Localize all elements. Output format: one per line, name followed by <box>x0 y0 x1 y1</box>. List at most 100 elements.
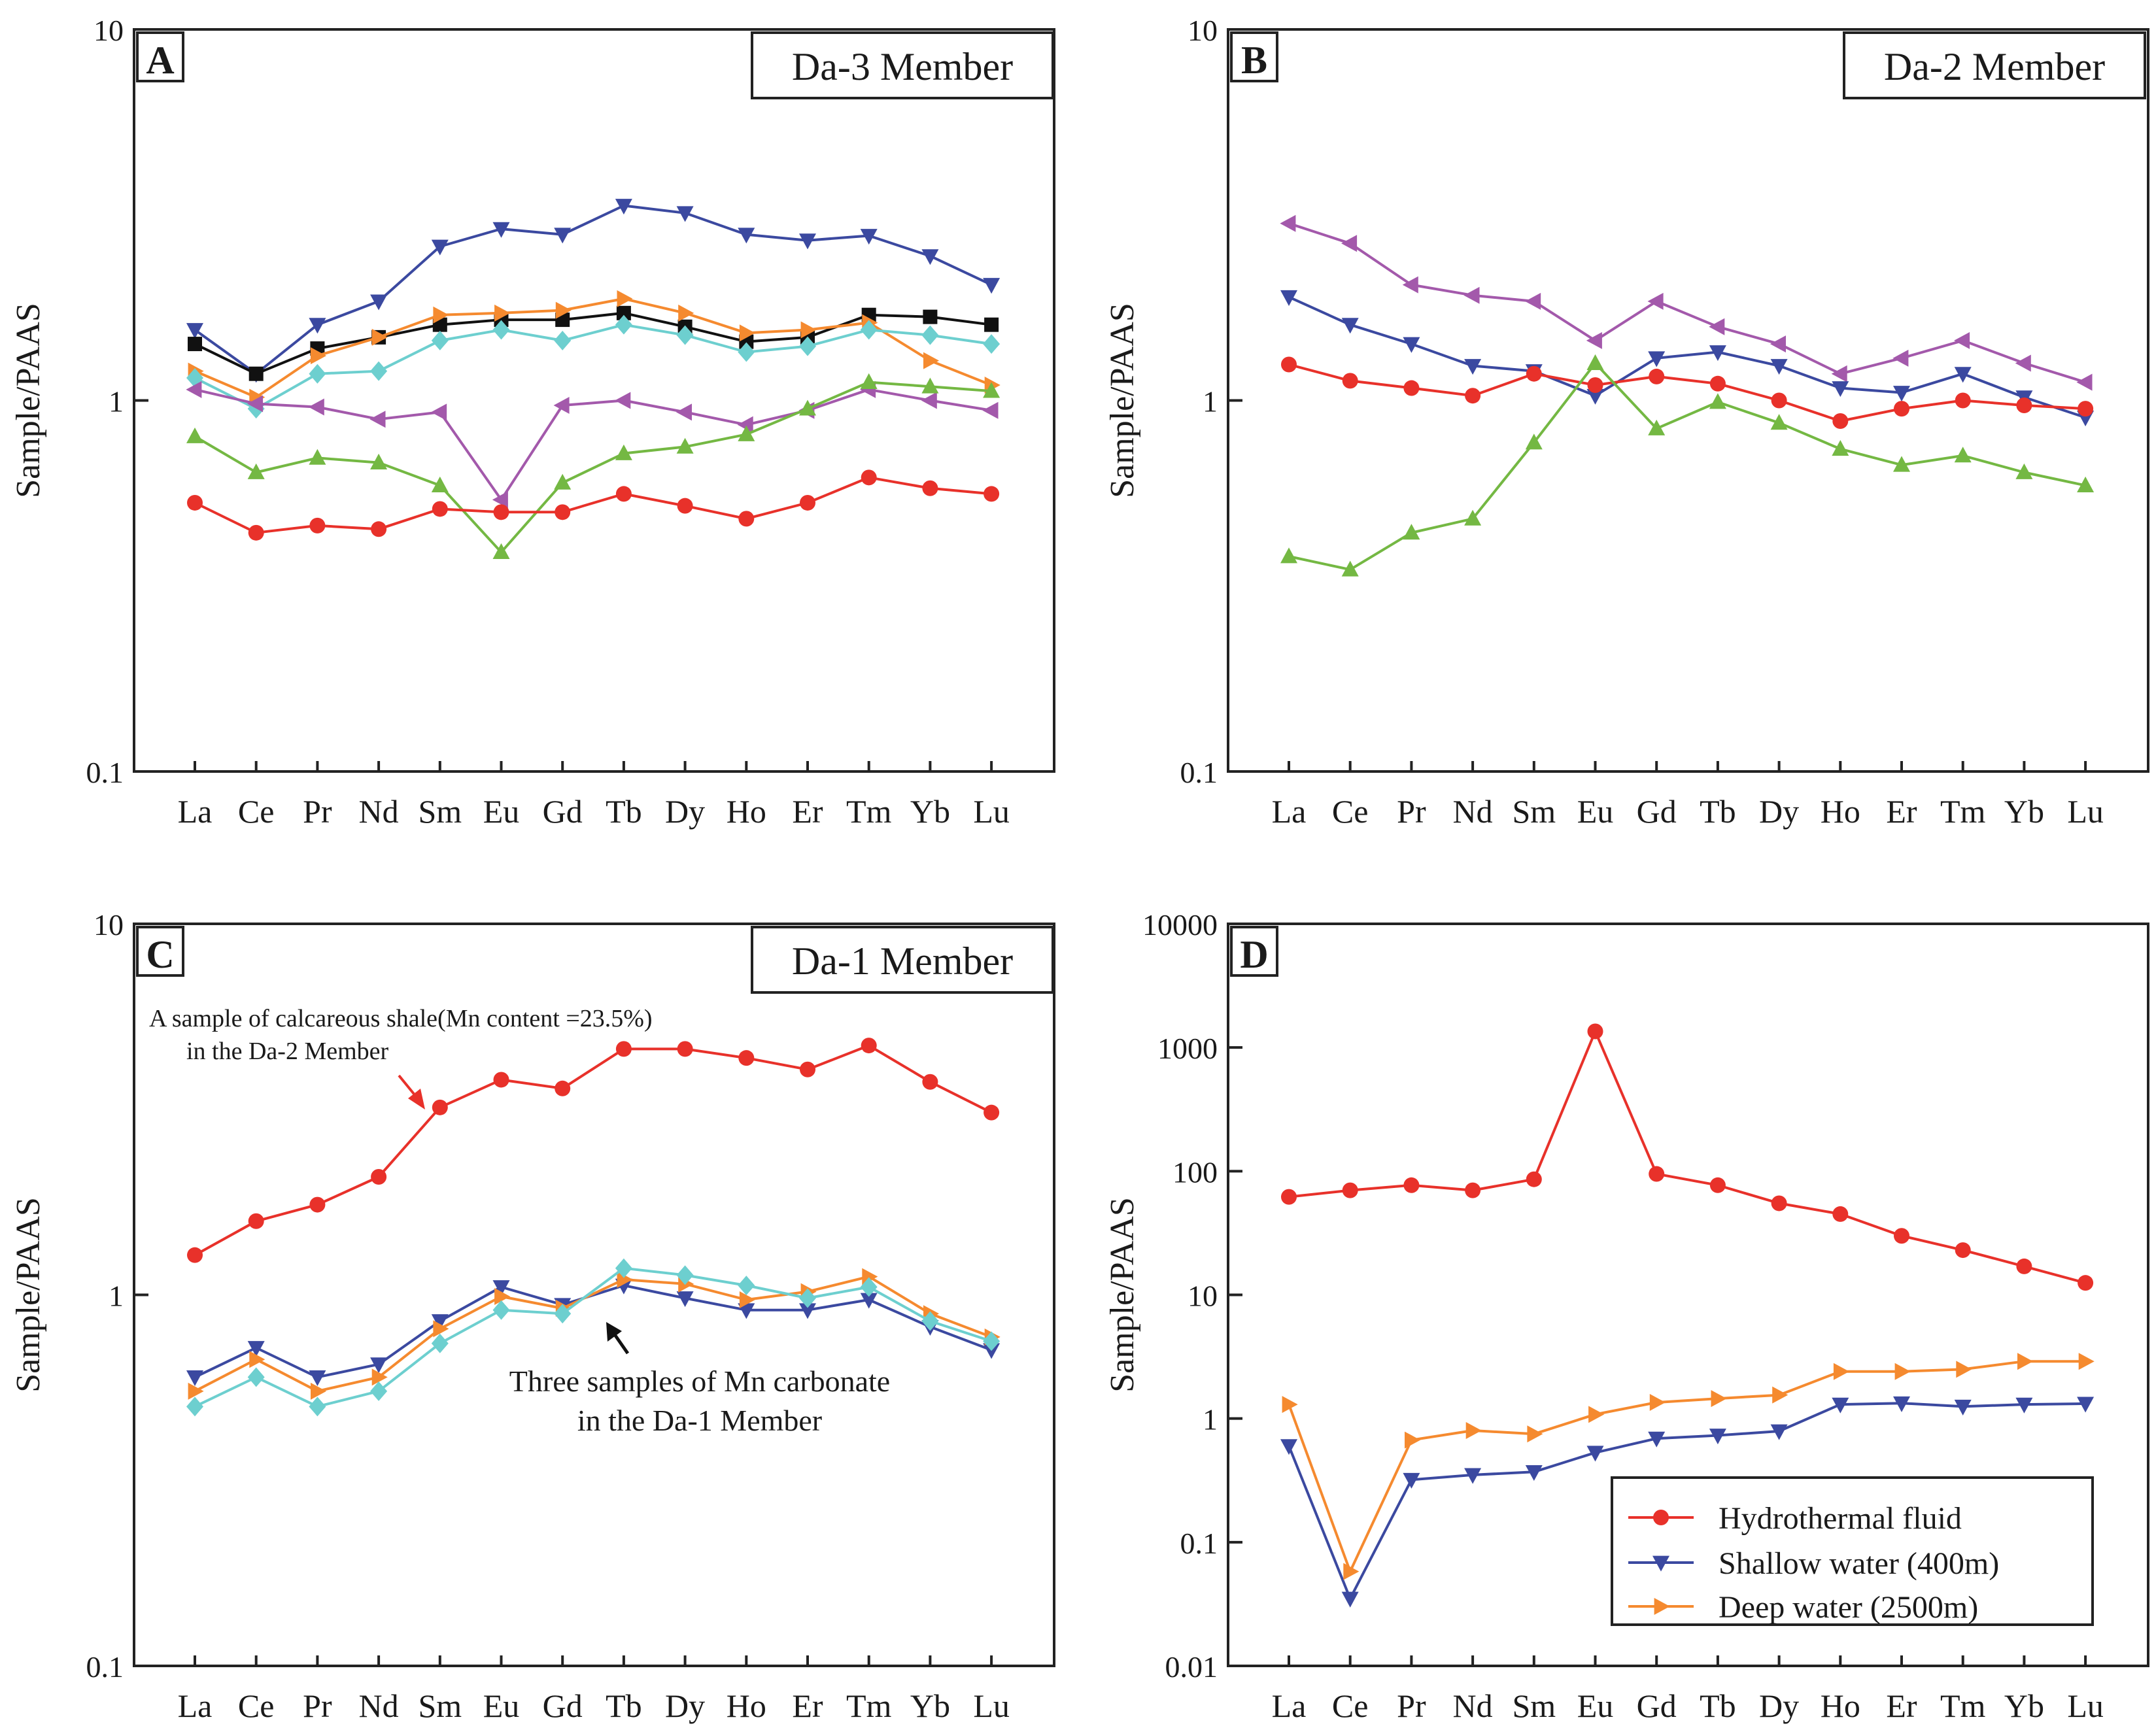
panel-a-series-5-point <box>492 543 510 559</box>
panel-d-series-1-point <box>1770 1424 1788 1440</box>
panel-a-series-6-point <box>493 504 509 520</box>
panel-b-x-tick-label-eu: Eu <box>1577 793 1614 830</box>
panel-b-series-1-point <box>1893 386 1910 402</box>
panel-a-series-6-point <box>615 486 632 502</box>
panel-b-series-2-point <box>1342 373 1358 389</box>
panel-b-series-2-point <box>1771 392 1787 409</box>
panel-a-series-4-point <box>308 398 324 416</box>
panel-c-series-2-point <box>494 1287 511 1305</box>
panel-a-series-4-point <box>737 416 753 433</box>
panel-a-series-5-line <box>194 381 992 554</box>
panel-d-series-2-point <box>1833 1363 1849 1380</box>
panel-b-x-tick-label-ho: Ho <box>1821 793 1860 830</box>
panel-a-y-tick-label: 0.1 <box>86 756 124 789</box>
panel-a-series-2-point <box>555 301 572 319</box>
panel-c-series-2-line <box>194 1275 992 1393</box>
panel-a-series-0-point <box>554 228 572 244</box>
panel-a-series-0-point <box>186 323 203 339</box>
panel-a-series-4-point <box>921 392 937 409</box>
panel-b-series-2-point <box>1465 388 1481 404</box>
panel-b-badge: B <box>1230 31 1278 82</box>
panel-d-series-1-point <box>1586 1446 1604 1462</box>
panel-d-series-1-point <box>1832 1397 1849 1414</box>
panel-c-series-0-line <box>194 1044 992 1257</box>
panel-a-series-2-point <box>923 352 940 369</box>
panel-d-series-0-point <box>1403 1177 1420 1193</box>
panel-a-series-6-line <box>194 476 992 534</box>
panel-c-series-0-point <box>738 1050 755 1066</box>
panel-a-series-3-line <box>194 323 992 411</box>
panel-c-x-tick-label-yb: Yb <box>910 1687 950 1724</box>
panel-d-series-1-point <box>2015 1397 2033 1414</box>
panel-b-series-2-point <box>2016 398 2032 414</box>
panel-d-series-2-point <box>1711 1390 1727 1408</box>
panel-b-series-0-point <box>2015 354 2031 372</box>
panel-a-series-3-point <box>431 330 449 350</box>
panel-d-series-1-point <box>2077 1397 2095 1413</box>
panel-a-series-6-point <box>922 480 938 496</box>
panel-a-series-5-point <box>247 463 265 479</box>
panel-d-series-2-point <box>1282 1396 1298 1414</box>
panel-b-series-3-point <box>1525 433 1543 450</box>
panel-a-series-2-point <box>494 304 511 322</box>
panel-d-badge: D <box>1230 926 1278 977</box>
panel-b-x-tick-label-tm: Tm <box>1940 793 1986 830</box>
panel-b-series-0-point <box>1709 318 1725 335</box>
panel-d-x-tick-label-ce: Ce <box>1332 1687 1369 1724</box>
panel-c-red-annotation-line1: A sample of calcareous shale(Mn content … <box>149 1005 653 1032</box>
panel-a-series-3-point <box>309 364 326 384</box>
panel-d-series-2-point <box>1894 1363 1911 1380</box>
panel-d-y-tick-label: 1 <box>1203 1403 1218 1436</box>
panel-d-series-0-point <box>1832 1206 1849 1222</box>
panel-c-series-3-line <box>194 1266 992 1408</box>
panel-c-x-tick-label-tb: Tb <box>606 1687 642 1724</box>
panel-b-series-1-point <box>1648 351 1666 367</box>
panel-a-series-0-point <box>860 229 878 245</box>
panel-c-x-tick-label-ce: Ce <box>238 1687 275 1724</box>
panel-b-x-tick-label-pr: Pr <box>1397 793 1426 830</box>
panel-b-series-3-point <box>1832 440 1849 456</box>
panel-d-y-tick-label: 1000 <box>1157 1032 1218 1065</box>
panel-a-marks: 0.1 1 10 Sample/PAAS La Ce Pr Nd Sm Eu Gd Tb Dy Ho Er T… <box>10 14 1010 830</box>
panel-d-series-1-point <box>1403 1472 1420 1489</box>
panel-b-marks: 0.1 1 10 Sample/PAAS La Ce Pr Nd Sm Eu Gd Tb Dy Ho Er T… <box>1104 14 2104 830</box>
panel-b-series-1-point <box>1280 290 1297 306</box>
panel-a-x-tick-label-tb: Tb <box>606 793 642 830</box>
panel-a-series-2-point <box>678 304 694 322</box>
panel-a-series-5-point <box>186 427 203 443</box>
panel-a-series-2-point <box>311 347 327 365</box>
legend-marker-deep <box>1654 1598 1670 1615</box>
panel-a-series-3-point <box>492 320 510 340</box>
panel-a-series-5-point <box>921 377 939 394</box>
panel-a-x-tick-label-nd: Nd <box>359 793 399 830</box>
panel-b-series-2-point <box>1403 380 1420 396</box>
panel-a-series-6-point <box>800 494 815 511</box>
panel-d-x-tick-label-la: La <box>1272 1687 1307 1724</box>
panel-c-series-3-point <box>492 1300 510 1320</box>
panel-c-series-1-point <box>431 1314 449 1330</box>
panel-c-x-tick-label-pr: Pr <box>303 1687 332 1724</box>
panel-a-series-1-point <box>984 317 999 332</box>
panel-d-series-0-point <box>1894 1228 1909 1244</box>
panel-c-series-3-point <box>247 1367 265 1387</box>
panel-d-x-tick-label-eu: Eu <box>1577 1687 1614 1724</box>
panel-a-series-5-point <box>370 453 388 469</box>
panel-a-series-5-point <box>554 473 572 490</box>
panel-d-x-tick-label-ho: Ho <box>1821 1687 1860 1724</box>
panel-a-series-3-point <box>983 334 1001 354</box>
panel-c-series-0-point <box>922 1074 938 1090</box>
panel-b-series-3-point <box>1464 509 1482 526</box>
panel-b-title: Da-2 Member <box>1884 45 2105 88</box>
panel-c-x-tick-label-dy: Dy <box>665 1687 705 1724</box>
panel-a-series-5-point <box>738 425 755 441</box>
panel-a-series-1-point <box>616 305 631 320</box>
panel-a-series-2-point <box>800 321 817 339</box>
panel-a-x-tick-label-ce: Ce <box>238 793 275 830</box>
panel-c-mn-annotation-line2: in the Da-1 Member <box>577 1404 822 1437</box>
panel-d-series-1-point <box>1525 1465 1543 1481</box>
panel-b-series-2-point <box>1894 401 1909 417</box>
panel-a-series-4-point <box>431 403 447 421</box>
panel-d-marks: 0.01 0.1 1 10 100 1000 10000 Sample/PAAS La Ce Pr N… <box>1104 908 2104 1724</box>
panel-a-title-box: Da-3 Member <box>751 31 1054 99</box>
